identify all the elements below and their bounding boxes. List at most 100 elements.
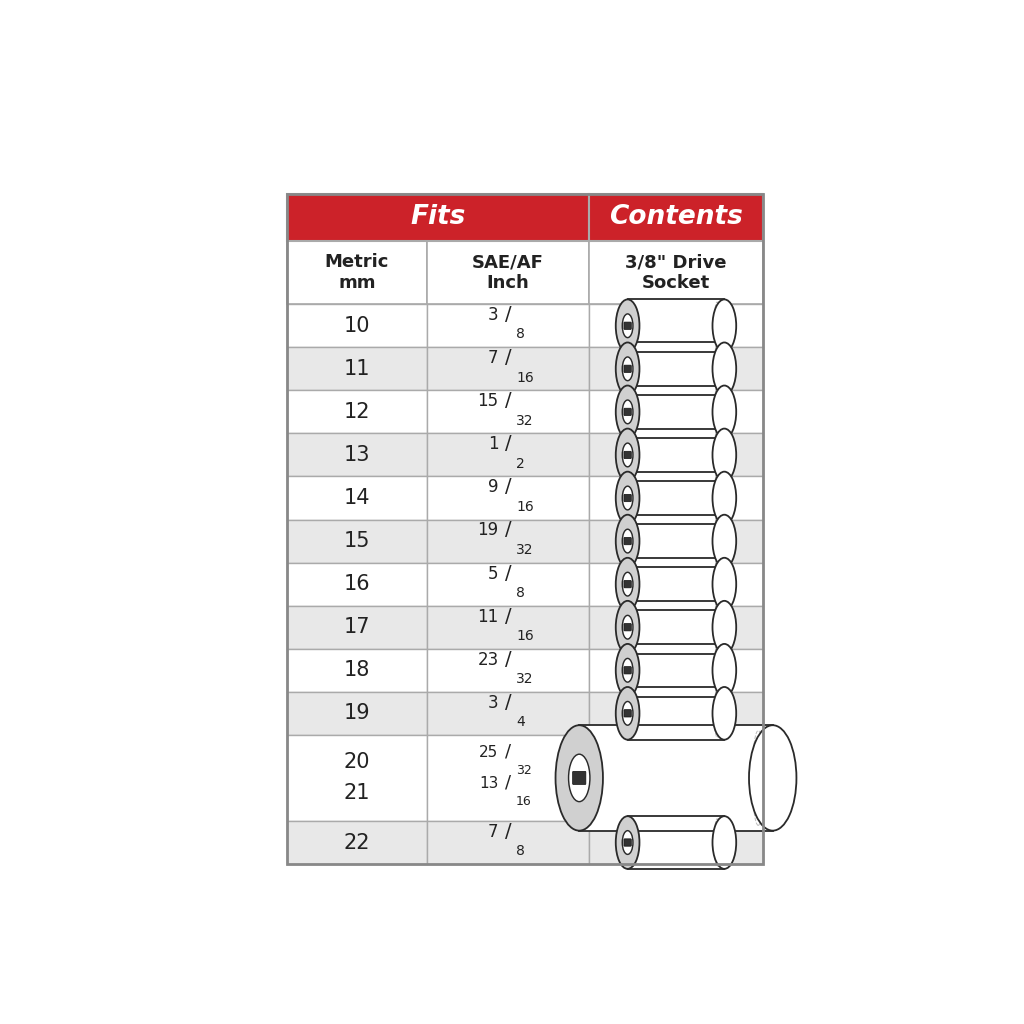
Bar (589, 390, 763, 433)
Text: 3/8" Drive
Socket: 3/8" Drive Socket (626, 253, 727, 292)
Bar (628, 472, 724, 524)
Text: 9: 9 (488, 478, 499, 497)
Ellipse shape (623, 615, 633, 639)
Bar (628, 644, 724, 696)
Bar (427, 562, 589, 605)
Ellipse shape (568, 755, 590, 802)
Ellipse shape (615, 687, 639, 739)
Text: 17: 17 (344, 617, 371, 637)
Text: 15: 15 (477, 392, 499, 411)
Ellipse shape (713, 816, 736, 869)
Bar (287, 476, 427, 519)
Text: SAE/AF
Inch: SAE/AF Inch (472, 253, 544, 292)
Text: 4: 4 (516, 715, 525, 729)
Bar (287, 735, 427, 821)
Text: 32: 32 (516, 764, 531, 777)
FancyBboxPatch shape (624, 710, 632, 717)
Text: 1: 1 (488, 435, 499, 454)
Text: 16: 16 (516, 796, 531, 808)
Ellipse shape (623, 572, 633, 596)
Ellipse shape (615, 385, 639, 438)
FancyBboxPatch shape (624, 538, 632, 545)
Bar (628, 299, 724, 352)
FancyBboxPatch shape (624, 452, 632, 459)
Text: /: / (505, 742, 511, 761)
Text: 5: 5 (488, 564, 499, 583)
Bar (287, 304, 427, 347)
Bar (580, 725, 773, 830)
Text: 19: 19 (477, 521, 499, 540)
Bar (427, 347, 589, 390)
Text: 19: 19 (344, 703, 371, 723)
Text: /: / (505, 305, 511, 325)
Bar (628, 816, 724, 869)
Text: /: / (505, 774, 511, 792)
Bar (427, 649, 589, 692)
Ellipse shape (713, 385, 736, 438)
FancyBboxPatch shape (624, 624, 632, 631)
Bar (427, 304, 589, 347)
Bar (589, 692, 763, 735)
FancyBboxPatch shape (624, 323, 632, 330)
Bar (589, 433, 763, 476)
Bar (287, 519, 427, 562)
Ellipse shape (713, 472, 736, 524)
Ellipse shape (713, 687, 736, 739)
Bar (589, 735, 763, 821)
Bar (628, 385, 724, 438)
Ellipse shape (615, 558, 639, 610)
Text: 13: 13 (479, 776, 499, 791)
Ellipse shape (623, 658, 633, 682)
Ellipse shape (623, 443, 633, 467)
Text: 3: 3 (488, 693, 499, 712)
Text: 12: 12 (344, 401, 371, 422)
Ellipse shape (615, 342, 639, 395)
Bar (589, 476, 763, 519)
Bar (427, 476, 589, 519)
Ellipse shape (615, 472, 639, 524)
Text: 32: 32 (516, 414, 534, 428)
Ellipse shape (623, 486, 633, 510)
Bar (589, 562, 763, 605)
Bar (589, 194, 763, 241)
Text: 16: 16 (516, 629, 534, 643)
Text: 21: 21 (344, 783, 371, 804)
Ellipse shape (615, 816, 639, 869)
Bar (589, 304, 763, 347)
Text: /: / (505, 822, 511, 841)
Text: /: / (505, 606, 511, 626)
Ellipse shape (713, 515, 736, 567)
Bar (427, 241, 589, 304)
Text: 16: 16 (516, 371, 534, 385)
Text: 16: 16 (516, 500, 534, 514)
Text: 7: 7 (488, 349, 499, 368)
FancyBboxPatch shape (624, 667, 632, 674)
Bar (287, 390, 427, 433)
Text: /: / (505, 391, 511, 411)
Bar (589, 821, 763, 864)
Bar (427, 692, 589, 735)
Text: 32: 32 (516, 543, 534, 557)
Bar (628, 342, 724, 395)
Text: /: / (505, 563, 511, 583)
FancyBboxPatch shape (624, 495, 632, 502)
Ellipse shape (615, 429, 639, 481)
Text: /: / (505, 692, 511, 712)
Text: /: / (505, 477, 511, 497)
Bar (427, 433, 589, 476)
Bar (589, 241, 763, 304)
FancyBboxPatch shape (624, 581, 632, 588)
Ellipse shape (623, 830, 633, 854)
Ellipse shape (615, 644, 639, 696)
Bar (287, 241, 427, 304)
Bar (287, 194, 589, 241)
Bar (589, 605, 763, 649)
Bar (628, 515, 724, 567)
Text: 7: 7 (488, 823, 499, 841)
Text: 11: 11 (344, 358, 371, 379)
Text: 23: 23 (477, 650, 499, 669)
Ellipse shape (623, 701, 633, 725)
Bar (427, 605, 589, 649)
FancyBboxPatch shape (624, 409, 632, 416)
Ellipse shape (556, 725, 603, 830)
